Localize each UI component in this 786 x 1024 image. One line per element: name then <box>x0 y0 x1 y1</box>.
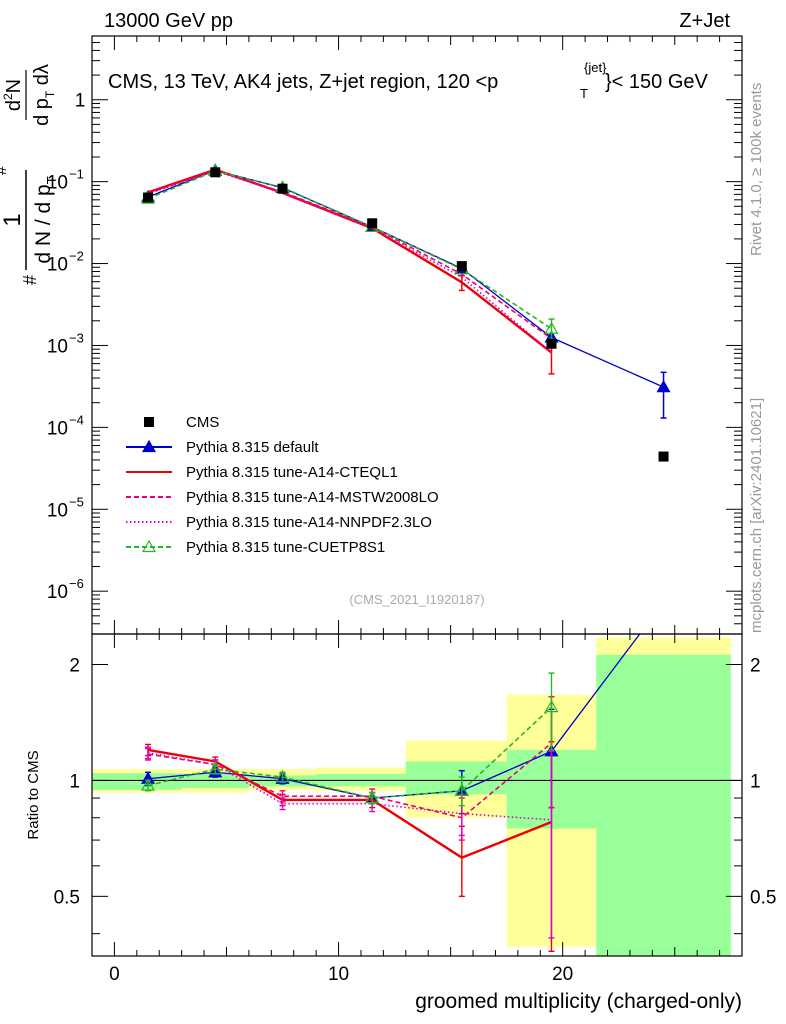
y-tick-exponent: −6 <box>69 576 84 591</box>
ratio-tick-label-left: 0.5 <box>54 887 80 908</box>
series-line <box>147 169 552 340</box>
series-ratio-line <box>147 748 552 860</box>
y-tick-exponent: −2 <box>69 249 84 264</box>
legend-marker <box>141 539 157 553</box>
series-ratio-line <box>147 706 553 799</box>
y-tick-exponent: −4 <box>69 412 84 427</box>
y-tick-exponent: −3 <box>69 330 84 345</box>
header-beam-label: 13000 GeV pp <box>104 10 233 32</box>
plot-title-superscript: {jet} <box>584 60 607 75</box>
series-line <box>147 170 552 354</box>
legend-marker <box>141 439 157 453</box>
svg-text:1: 1 <box>0 213 26 226</box>
legend-entry: Pythia 8.315 tune-A14-MSTW2008LO <box>126 489 439 506</box>
svg-text:d pT dλ: d pT dλ <box>31 64 57 126</box>
series-marker <box>544 321 559 334</box>
legend-label: CMS <box>186 414 219 431</box>
y-tick-label: 10 <box>47 582 68 603</box>
svg-text:d2N: d2N <box>1 79 25 111</box>
cms-data-point <box>456 261 467 272</box>
ratio-panel: 0 10 20 0.5 0.5 1 1 2 2 Ratio to CMS <box>25 596 776 985</box>
legend-entry: Pythia 8.315 default <box>126 439 319 456</box>
series-ratio-marker <box>275 769 290 783</box>
ratio-tick-label-left: 1 <box>69 771 80 792</box>
cms-data-point <box>277 183 288 194</box>
y-tick-label: 10 <box>47 500 68 521</box>
ratio-panel-frame <box>91 633 743 957</box>
cms-data-point <box>658 451 669 462</box>
side-rivet-label: Rivet 4.1.0, ≥ 100k events <box>748 82 765 256</box>
series-ratio-marker <box>141 778 156 791</box>
series-ratio-marker <box>365 790 380 804</box>
x-tick-label: 10 <box>328 964 349 985</box>
analysis-id: (CMS_2021_I1920187) <box>349 592 484 607</box>
svg-text:#: # <box>0 166 10 175</box>
ratio-y-axis-label: Ratio to CMS <box>25 750 42 839</box>
series-ratio-marker <box>658 596 670 607</box>
x-axis-label: groomed multiplicity (charged-only) <box>415 990 742 1013</box>
series-ratio-marker <box>544 699 559 713</box>
ratio-band-inner <box>596 654 731 956</box>
ratio-tick-label-right: 1 <box>750 771 761 792</box>
side-mcplots-label: mcplots.cern.ch [arXiv:2401.10621] <box>748 397 765 633</box>
plot-title: CMS, 13 TeV, AK4 jets, Z+jet region, 120… <box>108 60 709 101</box>
series-ratio-line <box>147 751 552 821</box>
legend-label: Pythia 8.315 tune-A14-MSTW2008LO <box>186 489 439 506</box>
x-tick-label: 0 <box>109 964 120 985</box>
y-tick-label: 10 <box>47 173 68 194</box>
header-process-label: Z+Jet <box>679 10 730 32</box>
y-tick-label: 10 <box>47 336 68 357</box>
series-ratio-marker <box>208 761 223 775</box>
legend-entry: Pythia 8.315 tune-A14-CTEQL1 <box>126 464 398 481</box>
plot-title-main: CMS, 13 TeV, AK4 jets, Z+jet region, 120… <box>108 71 498 93</box>
series-marker <box>656 379 671 393</box>
y-tick-exponent: −5 <box>69 494 84 509</box>
ratio-tick-label-left: 2 <box>69 655 80 676</box>
y-tick-label: 10 <box>47 255 68 276</box>
legend-label: Pythia 8.315 tune-A14-NNPDF2.3LO <box>186 514 432 531</box>
cms-data-point <box>210 167 221 178</box>
legend-label: Pythia 8.315 default <box>186 439 319 456</box>
svg-text:d N / d pT: d N / d pT <box>32 176 59 263</box>
legend-label: Pythia 8.315 tune-A14-CTEQL1 <box>186 464 398 481</box>
ratio-band-inner <box>92 773 182 790</box>
top-y-axis-label: 1 d N / d pT d2N d pT dλ # # <box>0 64 59 285</box>
distribution-panel: 10 −610 −510 −410 −310 −210 −11 CMS, 13 TeV, A… <box>0 35 743 635</box>
plot-title-subscript: T <box>580 86 588 101</box>
legend-entry: Pythia 8.315 tune-CUETP8S1 <box>126 539 385 556</box>
series-ratio-marker <box>454 783 469 796</box>
series-line <box>147 168 553 354</box>
cms-data-point <box>367 218 378 229</box>
y-tick-label: 1 <box>75 91 86 112</box>
ratio-tick-label-right: 2 <box>750 655 761 676</box>
series-line <box>147 169 664 388</box>
ratio-tick-label-right: 0.5 <box>750 887 776 908</box>
cms-data-point <box>143 192 154 203</box>
legend-label: Pythia 8.315 tune-CUETP8S1 <box>186 539 385 556</box>
legend-entry: Pythia 8.315 tune-A14-NNPDF2.3LO <box>126 514 432 531</box>
series-line <box>147 170 552 330</box>
legend-swatch <box>144 417 154 427</box>
cms-data-point <box>546 338 557 349</box>
y-tick-label: 10 <box>47 418 68 439</box>
y-tick-exponent: −1 <box>69 167 84 182</box>
legend-entry: CMS <box>144 414 219 431</box>
x-tick-label: 20 <box>552 964 573 985</box>
svg-text:#: # <box>20 275 40 285</box>
legend: CMS Pythia 8.315 default Pythia 8.315 tune… <box>126 414 439 556</box>
plot-title-end: }< 150 GeV <box>605 71 709 93</box>
